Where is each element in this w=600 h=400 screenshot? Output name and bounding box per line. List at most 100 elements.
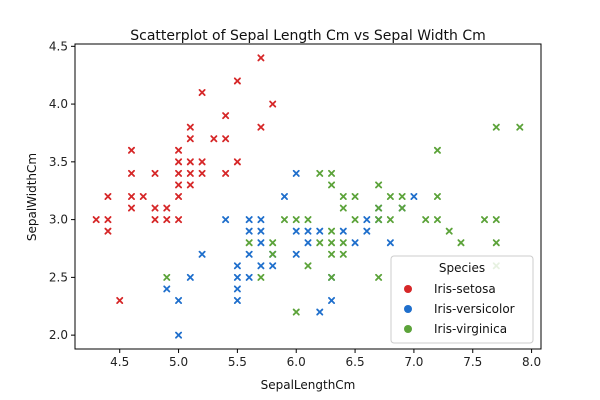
point-iris-versicolor: [292, 227, 300, 235]
point-iris-versicolor: [222, 216, 230, 224]
point-iris-virginica: [328, 227, 336, 235]
point-iris-versicolor: [245, 216, 253, 224]
point-iris-versicolor: [304, 227, 312, 235]
point-iris-setosa: [186, 181, 194, 189]
point-iris-virginica: [492, 239, 500, 247]
point-iris-versicolor: [198, 250, 206, 258]
point-iris-versicolor: [292, 250, 300, 258]
point-iris-setosa: [127, 192, 135, 201]
point-iris-virginica: [433, 192, 441, 201]
point-iris-versicolor: [257, 239, 265, 247]
x-tick-label: 7.5: [463, 355, 482, 369]
y-tick-label: 3.0: [49, 213, 68, 227]
point-iris-virginica: [422, 216, 430, 224]
point-iris-virginica: [351, 192, 359, 201]
point-iris-setosa: [151, 204, 159, 212]
point-iris-virginica: [516, 123, 524, 131]
point-iris-virginica: [292, 216, 300, 224]
point-iris-versicolor: [233, 296, 241, 304]
point-iris-setosa: [163, 216, 171, 224]
point-iris-virginica: [375, 204, 383, 212]
point-iris-setosa: [104, 227, 112, 235]
point-iris-setosa: [222, 169, 230, 177]
point-iris-versicolor: [257, 227, 265, 235]
point-iris-versicolor: [233, 273, 241, 281]
point-iris-virginica: [398, 192, 406, 201]
point-iris-virginica: [339, 250, 347, 258]
point-iris-virginica: [269, 250, 277, 258]
point-iris-setosa: [104, 192, 112, 201]
y-tick-label: 2.0: [49, 328, 68, 342]
point-iris-setosa: [116, 296, 124, 304]
legend-label-virginica: Iris-virginica: [434, 322, 507, 336]
point-iris-virginica: [257, 273, 265, 281]
point-iris-setosa: [139, 192, 147, 201]
point-iris-virginica: [304, 262, 312, 270]
point-iris-virginica: [481, 216, 489, 224]
point-iris-versicolor: [233, 262, 241, 270]
point-iris-versicolor: [175, 331, 183, 339]
point-iris-virginica: [375, 273, 383, 281]
point-iris-setosa: [175, 192, 183, 201]
point-iris-versicolor: [186, 273, 194, 281]
point-iris-versicolor: [304, 239, 312, 247]
point-iris-versicolor: [280, 192, 288, 201]
point-iris-versicolor: [351, 239, 359, 247]
point-iris-versicolor: [257, 262, 265, 270]
legend-marker-virginica: [404, 325, 412, 333]
point-iris-setosa: [127, 146, 135, 154]
point-iris-versicolor: [339, 227, 347, 235]
point-iris-virginica: [457, 239, 465, 247]
point-iris-virginica: [280, 216, 288, 224]
legend: Species Iris-setosa Iris-versicolor Iris…: [390, 255, 534, 344]
x-tick-label: 8.0: [522, 355, 541, 369]
y-tick-label: 2.5: [49, 270, 68, 284]
point-iris-virginica: [398, 204, 406, 212]
y-tick-label: 4.5: [49, 39, 68, 53]
point-iris-setosa: [175, 169, 183, 177]
point-iris-virginica: [339, 239, 347, 247]
y-tick-label: 4.0: [49, 97, 68, 111]
x-tick-label: 5.5: [228, 355, 247, 369]
point-iris-versicolor: [245, 227, 253, 235]
point-iris-versicolor: [410, 192, 418, 201]
point-iris-setosa: [257, 123, 265, 131]
point-iris-setosa: [175, 216, 183, 224]
point-iris-virginica: [375, 216, 383, 224]
point-iris-virginica: [433, 146, 441, 154]
y-axis-label: SepalWidthCm: [25, 153, 39, 241]
point-iris-versicolor: [245, 250, 253, 258]
point-iris-versicolor: [269, 262, 277, 270]
legend-label-versicolor: Iris-versicolor: [434, 302, 515, 316]
point-iris-setosa: [163, 204, 171, 212]
point-iris-virginica: [351, 216, 359, 224]
points-layer: [92, 54, 524, 339]
x-tick-label: 6.0: [287, 355, 306, 369]
legend-marker-versicolor: [404, 305, 412, 313]
point-iris-setosa: [175, 181, 183, 189]
point-iris-versicolor: [245, 273, 253, 281]
point-iris-virginica: [386, 216, 394, 224]
point-iris-virginica: [328, 273, 336, 281]
point-iris-virginica: [328, 169, 336, 177]
point-iris-setosa: [233, 77, 241, 85]
point-iris-setosa: [198, 169, 206, 177]
point-iris-versicolor: [363, 216, 371, 224]
point-iris-setosa: [198, 158, 206, 166]
point-iris-setosa: [175, 146, 183, 154]
point-iris-virginica: [386, 192, 394, 201]
point-iris-setosa: [222, 135, 230, 143]
point-iris-versicolor: [257, 216, 265, 224]
legend-marker-setosa: [404, 285, 412, 293]
x-tick-label: 6.5: [346, 355, 365, 369]
point-iris-setosa: [222, 112, 230, 120]
point-iris-setosa: [186, 169, 194, 177]
point-iris-virginica: [269, 239, 277, 247]
point-iris-setosa: [257, 54, 265, 62]
point-iris-virginica: [339, 204, 347, 212]
x-tick-label: 4.5: [110, 355, 129, 369]
legend-label-setosa: Iris-setosa: [434, 282, 496, 296]
point-iris-virginica: [375, 181, 383, 189]
y-axis-ticks: 2.0 2.5 3.0 3.5 4.0 4.5: [49, 39, 75, 342]
